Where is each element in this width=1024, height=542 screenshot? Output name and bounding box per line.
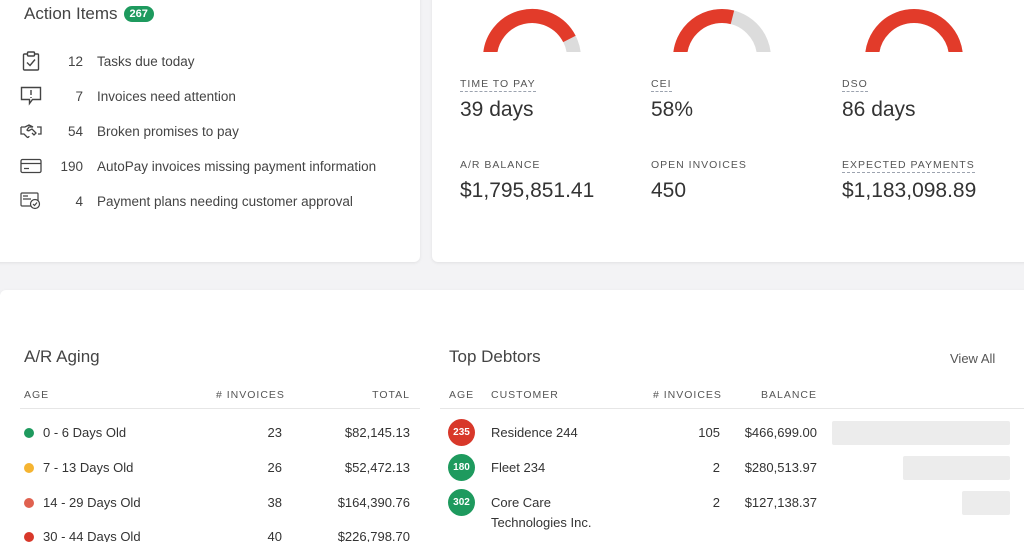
col-header-invoices: # INVOICES <box>216 389 285 401</box>
metric-ar-balance: A/R BALANCE $1,795,851.41 <box>460 155 594 203</box>
table-divider <box>440 408 1024 409</box>
metric-label: TIME TO PAY <box>460 78 536 92</box>
col-header-age: AGE <box>24 389 50 401</box>
metric-expected-payments[interactable]: EXPECTED PAYMENTS $1,183,098.89 <box>842 155 976 203</box>
status-dot <box>24 428 34 438</box>
gauge-fill <box>865 9 963 52</box>
aging-age-label: 30 - 44 Days Old <box>43 529 141 542</box>
action-item-count: 190 <box>60 158 83 174</box>
aging-age-cell: 7 - 13 Days Old <box>24 460 133 475</box>
action-items-header: Action Items 267 <box>24 4 154 24</box>
debtor-age-badge: 180 <box>448 454 475 481</box>
debtor-age-badge: 302 <box>448 489 475 516</box>
time-to-pay-gauge <box>483 9 581 52</box>
aging-age-cell: 30 - 44 Days Old <box>24 529 141 542</box>
debtor-customer-cell: Core Care <box>491 495 551 510</box>
metric-value: $1,795,851.41 <box>460 179 595 202</box>
action-item-count: 4 <box>75 193 83 209</box>
metric-label: CEI <box>651 78 672 92</box>
action-item-label: AutoPay invoices missing payment informa… <box>97 158 377 174</box>
action-item-invoices-attention[interactable]: 7 Invoices need attention <box>20 84 236 108</box>
action-item-count: 12 <box>67 53 83 69</box>
aging-age-label: 14 - 29 Days Old <box>43 495 141 510</box>
col-header-invoices: # INVOICES <box>653 389 722 401</box>
metric-label: OPEN INVOICES <box>651 159 747 171</box>
col-header-customer: CUSTOMER <box>491 389 559 401</box>
action-item-count: 7 <box>75 88 83 104</box>
debtor-invoices-cell: 105 <box>698 425 720 440</box>
dso-gauge <box>865 9 963 52</box>
action-item-broken-promises[interactable]: 54 Broken promises to pay <box>20 119 239 143</box>
action-item-label: Tasks due today <box>97 53 195 69</box>
debtor-balance-cell: $280,513.97 <box>744 460 817 475</box>
metrics-card <box>432 0 1024 262</box>
debtor-balance-cell: $466,699.00 <box>744 425 817 440</box>
debtor-customer-cell: Fleet 234 <box>491 460 546 475</box>
clipboard-check-icon <box>20 50 42 72</box>
col-header-age: AGE <box>449 389 475 401</box>
metric-value: 86 days <box>842 98 916 121</box>
aging-age-cell: 14 - 29 Days Old <box>24 495 141 510</box>
speech-exclamation-icon <box>20 85 42 107</box>
debtor-balance-cell: $127,138.37 <box>744 495 817 510</box>
metric-label: DSO <box>842 78 868 92</box>
aging-total-cell: $52,472.13 <box>344 460 410 475</box>
debtor-balance-bar <box>903 456 1010 480</box>
aging-invoices-cell: 26 <box>267 460 282 475</box>
cei-gauge <box>673 9 771 52</box>
action-item-count: 54 <box>67 123 83 139</box>
debtor-balance-bar <box>832 421 1010 445</box>
action-items-card <box>0 0 420 262</box>
debtor-customer-cell-line2: Technologies Inc. <box>491 515 592 530</box>
debtor-balance-bar <box>961 491 1010 515</box>
status-dot <box>24 532 34 542</box>
aging-age-label: 0 - 6 Days Old <box>43 425 127 440</box>
action-item-label: Invoices need attention <box>97 88 236 104</box>
ar-aging-title: A/R Aging <box>24 347 100 366</box>
view-all-link[interactable]: View All <box>950 351 996 366</box>
metric-value: $1,183,098.89 <box>842 179 977 202</box>
metric-label: EXPECTED PAYMENTS <box>842 159 975 173</box>
action-item-label: Broken promises to pay <box>97 123 239 139</box>
aging-total-cell: $226,798.70 <box>337 529 410 542</box>
aging-age-cell: 0 - 6 Days Old <box>24 425 126 440</box>
metric-time-to-pay[interactable]: TIME TO PAY 39 days <box>460 74 536 122</box>
metric-value: 39 days <box>460 98 534 121</box>
debtor-invoices-cell: 2 <box>712 460 720 475</box>
col-header-balance: BALANCE <box>761 389 818 401</box>
debtor-invoices-cell: 2 <box>712 495 720 510</box>
aging-invoices-cell: 23 <box>267 425 282 440</box>
payment-plan-icon <box>20 190 42 212</box>
credit-card-icon <box>20 155 42 177</box>
aging-age-label: 7 - 13 Days Old <box>43 460 134 475</box>
status-dot <box>24 463 34 473</box>
metric-value: 58% <box>651 98 694 121</box>
lower-panel <box>0 290 1024 542</box>
action-item-autopay[interactable]: 190 AutoPay invoices missing payment inf… <box>20 154 376 178</box>
col-header-total: TOTAL <box>372 389 410 401</box>
debtor-customer-cell: Residence 244 <box>491 425 578 440</box>
gauge-fill <box>673 9 735 52</box>
action-item-payment-plans[interactable]: 4 Payment plans needing customer approva… <box>20 189 353 213</box>
action-items-title: Action Items <box>24 4 118 23</box>
metric-dso[interactable]: DSO 86 days <box>842 74 916 122</box>
top-debtors-title: Top Debtors <box>449 347 541 366</box>
gauge-fill <box>483 9 576 52</box>
aging-invoices-cell: 40 <box>267 529 282 542</box>
action-items-count-badge: 267 <box>123 6 154 22</box>
status-dot <box>24 498 34 508</box>
metric-open-invoices: OPEN INVOICES 450 <box>651 155 747 203</box>
metric-value: 450 <box>651 179 687 202</box>
action-item-label: Payment plans needing customer approval <box>97 193 353 209</box>
aging-total-cell: $82,145.13 <box>344 425 410 440</box>
handshake-icon <box>20 120 42 142</box>
metric-label: A/R BALANCE <box>460 159 541 171</box>
debtor-age-badge: 235 <box>448 419 475 446</box>
aging-invoices-cell: 38 <box>267 495 282 510</box>
action-item-tasks[interactable]: 12 Tasks due today <box>20 49 195 73</box>
metric-cei[interactable]: CEI 58% <box>651 74 693 122</box>
table-divider <box>20 408 420 409</box>
aging-total-cell: $164,390.76 <box>337 495 410 510</box>
